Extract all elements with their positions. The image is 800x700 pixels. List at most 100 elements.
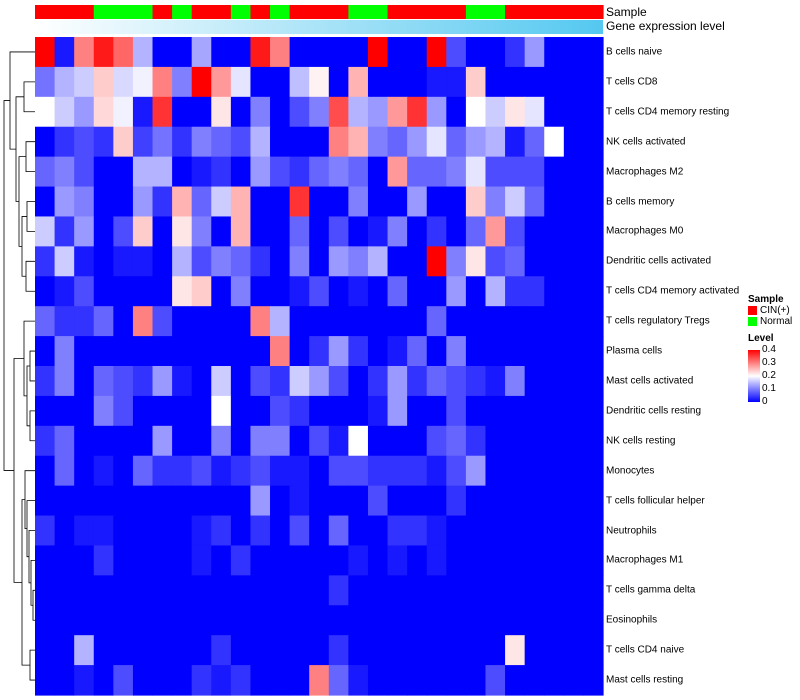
heatmap-cell (152, 66, 173, 98)
heatmap-cell (387, 515, 408, 547)
heatmap-cell (544, 336, 565, 367)
heatmap-cell (250, 545, 271, 576)
heatmap-cell (132, 336, 154, 367)
heatmap-cell (230, 66, 252, 98)
heatmap-cell (524, 635, 545, 666)
heatmap-cell (309, 126, 330, 158)
legend-item-cin: CIN(+) (748, 305, 792, 316)
heatmap-cell (367, 455, 389, 487)
heatmap-cell (524, 395, 545, 427)
heatmap-cell (524, 366, 545, 397)
heatmap-cell (132, 306, 154, 337)
heatmap-cell (172, 66, 193, 98)
heatmap-cell (446, 66, 467, 98)
heatmap-cell (426, 635, 447, 666)
heatmap-cell (309, 276, 330, 307)
heatmap-cell (54, 306, 75, 337)
heatmap-cell (172, 216, 193, 247)
heatmap-cell (583, 485, 604, 517)
heatmap-cell (230, 366, 252, 397)
heatmap-cell (211, 425, 232, 457)
heatmap-cell (289, 366, 310, 397)
heatmap-cell (524, 37, 545, 68)
heatmap-cell (172, 126, 193, 158)
heatmap-cell (211, 66, 232, 98)
heatmap-cell (93, 455, 114, 487)
heatmap-cell (132, 156, 154, 188)
heatmap-cell (191, 545, 212, 576)
heatmap-cell (328, 37, 349, 68)
heatmap-cell (250, 575, 271, 606)
heatmap-cell (446, 156, 467, 188)
heatmap-cell (465, 336, 487, 367)
level-tick: 0.3 (762, 357, 776, 368)
heatmap-cell (211, 575, 232, 606)
dendrogram-branch (23, 81, 35, 113)
heatmap-cell (367, 276, 389, 307)
heatmap-cell (54, 276, 75, 307)
heatmap-cell (35, 455, 56, 487)
heatmap-cell (230, 37, 252, 68)
heatmap-cell (270, 395, 291, 427)
heatmap-cell (74, 575, 95, 606)
heatmap-cell (35, 306, 56, 337)
heatmap-cell (191, 605, 212, 636)
heatmap-cell (250, 246, 271, 277)
heatmap-cell (54, 575, 75, 606)
heatmap-cell (211, 96, 232, 128)
heatmap-cell (583, 455, 604, 487)
heatmap-cell (348, 665, 369, 696)
heatmap-cell (367, 66, 389, 98)
heatmap-cell (230, 216, 252, 247)
heatmap-cell (485, 246, 506, 277)
heatmap-cell (524, 485, 545, 517)
heatmap-cell (544, 246, 565, 277)
heatmap-cell (328, 276, 349, 307)
heatmap-cell (152, 575, 173, 606)
heatmap-cell (230, 605, 252, 636)
heatmap-cell (407, 336, 428, 367)
heatmap-cell (387, 425, 408, 457)
heatmap-cell (289, 665, 310, 696)
heatmap-cell (485, 156, 506, 188)
heatmap-cell (524, 216, 545, 247)
heatmap-cell (35, 575, 56, 606)
heatmap-cell (191, 306, 212, 337)
heatmap-cell (348, 635, 369, 666)
sample-annotation-cell (93, 5, 114, 19)
heatmap-cell (348, 485, 369, 517)
heatmap-cell (250, 635, 271, 666)
heatmap-cell (328, 575, 349, 606)
heatmap-cell (74, 665, 95, 696)
dendrogram-branch (13, 358, 24, 583)
heatmap-cell (152, 306, 173, 337)
row-label: Dendritic cells activated (606, 255, 712, 267)
heatmap-cell (544, 156, 565, 188)
heatmap-cell (505, 665, 526, 696)
heatmap-cell (465, 186, 487, 218)
heatmap-cell (387, 186, 408, 218)
heatmap-cell (54, 126, 75, 158)
level-tick: 0.2 (762, 370, 776, 381)
legend-swatch-cin (748, 306, 757, 315)
heatmap-cell (348, 276, 369, 307)
heatmap-cell (309, 366, 330, 397)
heatmap-cell (583, 425, 604, 457)
heatmap-cell (74, 186, 95, 218)
heatmap-cell (505, 276, 526, 307)
row-label: B cells naive (606, 46, 663, 58)
heatmap-cell (35, 156, 56, 188)
heatmap-cell (367, 425, 389, 457)
heatmap-cell (172, 96, 193, 128)
heatmap-cell (132, 96, 154, 128)
heatmap-cell (485, 635, 506, 666)
heatmap-cell (485, 485, 506, 517)
row-label: T cells CD4 memory resting (606, 106, 730, 118)
sample-annotation-cell (250, 5, 271, 19)
heatmap-cell (35, 605, 56, 636)
heatmap-cell (563, 276, 585, 307)
heatmap-cell (191, 246, 212, 277)
heatmap-cell (348, 395, 369, 427)
heatmap-cell (485, 665, 506, 696)
heatmap-cell (35, 545, 56, 576)
